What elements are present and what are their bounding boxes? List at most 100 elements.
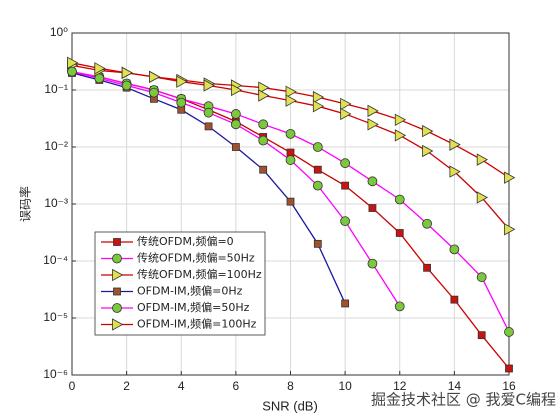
data-point [367, 118, 379, 131]
plot-frame [71, 32, 510, 376]
legend-label: OFDM-IM,频偏=50Hz [137, 300, 250, 314]
data-point [121, 80, 132, 91]
data-point [313, 165, 322, 174]
data-point [312, 90, 325, 104]
data-point [394, 194, 405, 205]
x-tick-label: 2 [123, 379, 130, 393]
data-point [258, 89, 270, 102]
x-tick-label: 8 [287, 379, 294, 393]
legend-label: 传统OFDM,频偏=100Hz [137, 267, 262, 281]
data-point [231, 143, 240, 151]
data-point [367, 176, 378, 187]
data-point [449, 138, 461, 151]
data-point [449, 165, 461, 178]
legend-label: 传统OFDM,频偏=50Hz [137, 251, 255, 265]
legend-label: OFDM-IM,频偏=100Hz [137, 317, 257, 331]
data-point [285, 128, 296, 139]
y-axis-label: 误码率 [18, 186, 33, 222]
data-point [394, 301, 405, 312]
legend-label: 传统OFDM,频偏=0 [137, 234, 234, 248]
data-point [230, 119, 241, 130]
data-point [94, 73, 105, 84]
x-tick-label: 12 [393, 379, 407, 393]
data-point [449, 244, 460, 255]
data-point [312, 100, 325, 113]
legend-box [94, 231, 266, 336]
data-point [476, 191, 489, 204]
data-point [285, 94, 297, 107]
data-point [394, 113, 407, 126]
data-point [367, 258, 378, 269]
watermark: 掘金技术社区 @ 我爱C编程 [371, 391, 556, 409]
data-point [258, 81, 270, 94]
x-axis-label: SNR (dB) [262, 398, 318, 413]
data-point [313, 239, 322, 248]
data-point [285, 155, 296, 165]
data-point [422, 144, 434, 158]
data-point [258, 119, 269, 130]
data-point [340, 216, 351, 227]
y-tick-label: 10⁰ [50, 25, 68, 39]
data-point [176, 75, 188, 88]
data-point [149, 87, 159, 98]
data-point [285, 85, 297, 98]
data-point [340, 158, 351, 169]
legend-marker [112, 303, 122, 313]
legend-marker [112, 318, 124, 331]
legend-marker [112, 268, 124, 282]
data-point [394, 129, 407, 142]
data-point [477, 331, 486, 340]
y-tick-label: 10⁻⁵ [43, 310, 68, 324]
data-point [368, 204, 377, 212]
data-point [286, 148, 295, 157]
data-point [67, 66, 77, 77]
data-point [505, 364, 513, 373]
x-tick-label: 4 [178, 379, 185, 393]
x-tick-label: 6 [233, 379, 240, 393]
data-point [230, 83, 243, 97]
data-point [341, 299, 350, 308]
data-point [203, 107, 214, 118]
y-tick-label: 10⁻⁴ [43, 253, 68, 267]
data-point [423, 263, 431, 272]
data-point [367, 104, 379, 118]
data-point [504, 327, 514, 337]
data-point [450, 295, 459, 304]
y-tick-label: 10⁻⁶ [43, 367, 68, 381]
data-point [476, 153, 489, 166]
data-point [341, 181, 350, 190]
data-point [176, 97, 187, 108]
data-point [395, 229, 404, 237]
data-point [504, 223, 516, 236]
data-point [286, 197, 295, 206]
data-point [476, 272, 487, 283]
legend-marker [113, 238, 121, 246]
data-point [312, 142, 323, 152]
y-tick-label: 10⁻² [44, 139, 68, 153]
data-point [149, 70, 161, 84]
data-point [312, 180, 323, 191]
data-point [204, 122, 213, 131]
x-tick-label: 10 [338, 379, 352, 393]
data-point [121, 66, 133, 80]
data-point [340, 107, 352, 121]
data-point [340, 97, 352, 111]
data-point [94, 62, 106, 75]
data-point [258, 135, 269, 146]
data-point [422, 124, 434, 138]
legend-label: OFDM-IM,频偏=0Hz [137, 284, 243, 298]
legend-marker [112, 253, 122, 264]
data-point [259, 165, 268, 174]
data-point [504, 171, 516, 184]
x-tick-label: 0 [69, 379, 76, 393]
y-tick-label: 10⁻¹ [44, 82, 68, 96]
x-tick-label: 14 [448, 379, 462, 393]
x-tick-label: 16 [502, 379, 516, 393]
data-point [422, 218, 432, 229]
data-point [67, 56, 79, 69]
legend-marker [113, 287, 121, 296]
y-tick-label: 10⁻³ [44, 196, 68, 210]
data-point [203, 79, 215, 92]
data-point [230, 109, 241, 119]
